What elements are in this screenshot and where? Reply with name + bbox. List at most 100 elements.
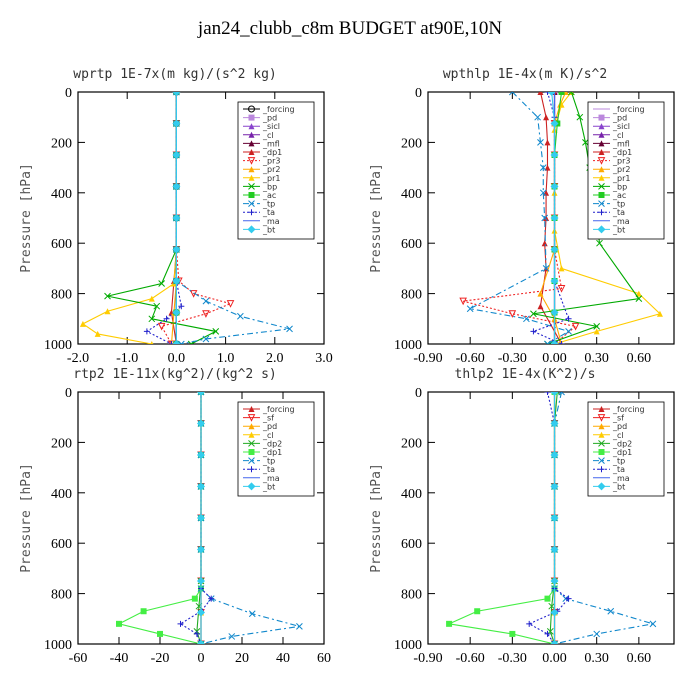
data-point — [550, 577, 559, 585]
legend-marker — [248, 183, 255, 190]
data-point — [172, 182, 181, 191]
x-tick-label: -40 — [110, 651, 129, 666]
legend-label: _pd — [262, 422, 277, 431]
series-bt — [172, 92, 181, 344]
data-point — [446, 620, 453, 627]
legend-label: _dp1 — [612, 148, 632, 157]
data-point — [168, 341, 175, 344]
legend-marker — [248, 209, 255, 216]
legend-marker — [248, 406, 255, 412]
legend-label: _ac — [612, 191, 626, 200]
plot-area — [459, 92, 663, 344]
data-point — [544, 139, 551, 146]
data-point — [550, 182, 559, 191]
data-point — [104, 292, 111, 300]
series-line — [81, 92, 177, 344]
x-tick-label: 1.0 — [217, 351, 235, 366]
legend-marker — [248, 149, 255, 155]
legend-item: _bp — [593, 182, 627, 191]
x-tick-label: 20 — [235, 651, 249, 666]
y-tick-label: 1000 — [394, 638, 422, 653]
legend-item: _pr2 — [243, 165, 280, 174]
legend-label: _bt — [612, 225, 625, 234]
legend-marker — [248, 140, 255, 147]
data-point — [248, 610, 256, 618]
legend-marker — [598, 149, 605, 155]
legend-marker — [248, 123, 255, 130]
x-tick-label: -0.90 — [413, 651, 442, 666]
legend-marker — [248, 431, 255, 438]
series-bt — [550, 392, 559, 644]
legend-item: _pr3 — [243, 157, 280, 166]
legend-label: _sicl — [612, 122, 630, 131]
legend-marker — [598, 449, 605, 455]
series-pr3 — [459, 92, 580, 344]
legend-label: _tp — [262, 200, 275, 209]
data-point — [550, 392, 559, 396]
data-point — [635, 295, 643, 302]
data-point — [148, 315, 156, 323]
data-point — [526, 620, 533, 627]
legend-label: _dp1 — [262, 448, 282, 457]
legend-item: _pd — [243, 114, 277, 123]
y-tick-label: 800 — [401, 288, 422, 303]
data-point — [474, 608, 481, 615]
legend-label: _ta — [262, 465, 275, 474]
legend-item: _tp — [243, 200, 275, 209]
x-tick-label: 0.60 — [627, 351, 652, 366]
legend-label: _ma — [612, 474, 630, 483]
data-point — [550, 119, 559, 128]
legend-label: _pr3 — [612, 157, 630, 166]
legend-item: _tp — [243, 457, 275, 466]
x-tick-label: -20 — [151, 651, 170, 666]
data-point — [537, 139, 544, 146]
data-point — [582, 139, 589, 146]
legend-item: _sf — [593, 414, 624, 423]
data-point — [197, 608, 205, 617]
legend-marker — [598, 192, 605, 198]
x-tick-label: -0.60 — [456, 351, 485, 366]
legend-marker — [598, 174, 605, 181]
data-point — [550, 214, 559, 222]
data-point — [116, 620, 122, 627]
data-point — [157, 322, 166, 331]
chart-title: wpthlp 1E-4x(m K)/s^2 — [443, 67, 607, 82]
data-point — [197, 514, 205, 522]
legend-label: _forcing — [262, 105, 295, 114]
data-point — [228, 633, 236, 640]
legend-item: _ma — [593, 217, 630, 226]
data-point — [550, 640, 559, 644]
data-point — [557, 285, 566, 293]
legend-label: _bt — [612, 482, 625, 491]
data-point — [172, 151, 181, 159]
data-point — [544, 92, 551, 95]
legend-item: _bt — [243, 482, 275, 491]
legend-marker — [247, 225, 256, 234]
x-tick-label: 0.60 — [627, 651, 652, 666]
chart-title: thlp2 1E-4x(K^2)/s — [455, 367, 596, 382]
x-tick-label: -0.30 — [498, 351, 527, 366]
legend-item: _sicl — [243, 122, 280, 131]
data-point — [178, 303, 185, 310]
data-point — [565, 315, 572, 322]
legend-marker — [248, 440, 255, 447]
data-point — [212, 328, 220, 335]
data-point — [544, 630, 551, 637]
series-dp1 — [446, 392, 558, 644]
legend-marker — [248, 466, 255, 473]
legend-marker — [248, 449, 255, 455]
legend-item: _sf — [243, 414, 274, 423]
data-point — [537, 290, 544, 297]
data-point — [596, 239, 603, 247]
legend-item: _pd — [593, 114, 627, 123]
data-point — [544, 340, 551, 344]
x-tick-label: 0 — [198, 651, 205, 666]
panel-wpthlp: wpthlp 1E-4x(m K)/s^2 Pressure [hPa] 0 200 4… — [350, 60, 700, 400]
chart-rtp2: rtp2 1E-11x(kg^2)/(kg^2 s) Pressure [hPa]… — [19, 367, 331, 666]
panel-rtp2: rtp2 1E-11x(kg^2)/(kg^2 s) Pressure [hPa]… — [0, 360, 350, 700]
series-pr1 — [79, 92, 180, 344]
legend-item: _bt — [593, 225, 625, 234]
series-line — [117, 392, 202, 644]
legend-item: _tp — [593, 200, 625, 209]
legend-marker — [598, 166, 605, 173]
